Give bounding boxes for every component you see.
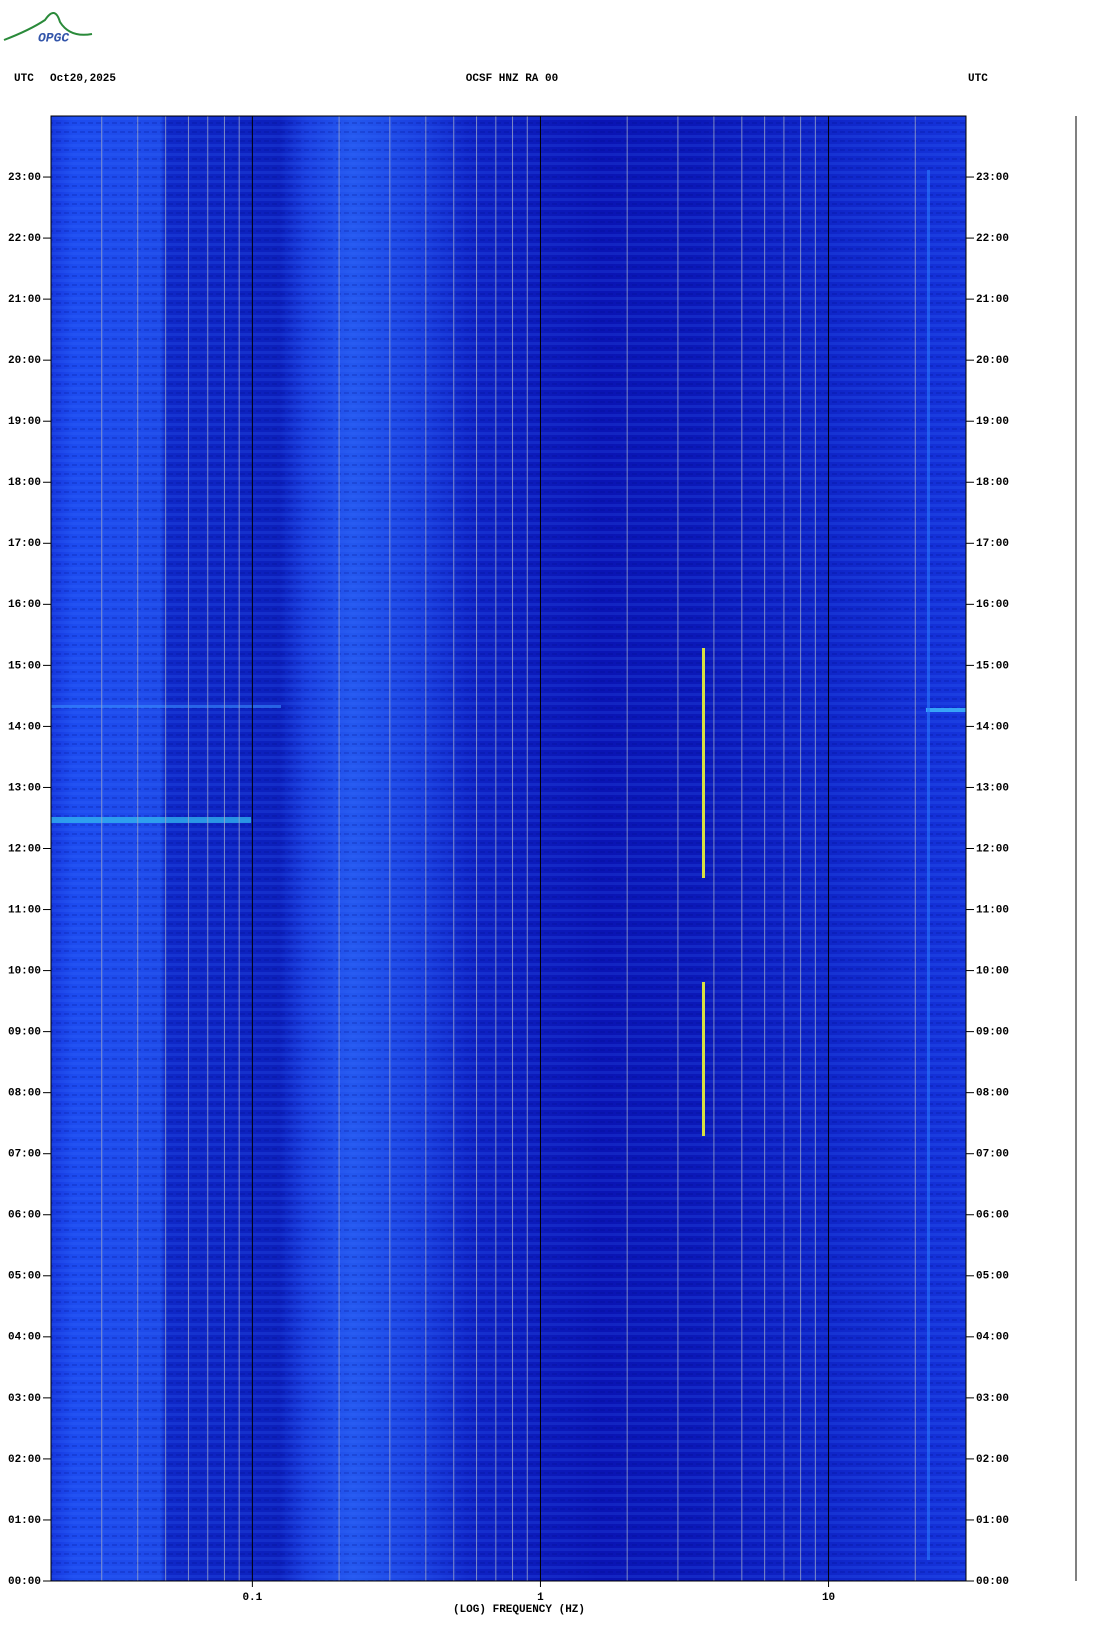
y-tick-label: 01:00 xyxy=(8,1515,41,1527)
spectral-feature xyxy=(926,708,966,712)
y-tick-label: 00:00 xyxy=(8,1576,41,1588)
y-tick-label: 10:00 xyxy=(976,965,1009,977)
y-tick-label: 18:00 xyxy=(8,477,41,489)
y-tick-label: 10:00 xyxy=(8,965,41,977)
x-tick-label: 10 xyxy=(822,1592,835,1604)
plot-frame xyxy=(50,115,967,1582)
spectral-feature xyxy=(927,170,930,1560)
y-tick-label: 04:00 xyxy=(8,1332,41,1344)
y-tick-label: 06:00 xyxy=(8,1210,41,1222)
y-tick-label: 13:00 xyxy=(976,782,1009,794)
y-tick-label: 21:00 xyxy=(976,294,1009,306)
y-tick-label: 11:00 xyxy=(8,904,41,916)
y-tick-label: 00:00 xyxy=(976,1576,1009,1588)
y-tick-label: 22:00 xyxy=(8,233,41,245)
y-tick-label: 14:00 xyxy=(8,721,41,733)
y-tick-label: 03:00 xyxy=(976,1393,1009,1405)
y-tick-label: 17:00 xyxy=(8,538,41,550)
spectral-feature xyxy=(702,648,705,878)
y-tick-label: 21:00 xyxy=(8,294,41,306)
right-label: UTC xyxy=(968,73,988,85)
x-tick-label: 0.1 xyxy=(242,1592,262,1604)
y-tick-label: 07:00 xyxy=(976,1149,1009,1161)
y-tick-label: 05:00 xyxy=(976,1271,1009,1283)
y-tick-label: 02:00 xyxy=(8,1454,41,1466)
y-tick-label: 15:00 xyxy=(976,660,1009,672)
y-tick-label: 04:00 xyxy=(976,1332,1009,1344)
y-tick-label: 19:00 xyxy=(976,416,1009,428)
y-tick-label: 16:00 xyxy=(976,599,1009,611)
y-tick-label: 08:00 xyxy=(976,1088,1009,1100)
y-tick-label: 09:00 xyxy=(976,1027,1009,1039)
logo: OPGC xyxy=(3,12,93,45)
y-tick-label: 23:00 xyxy=(976,172,1009,184)
y-tick-label: 19:00 xyxy=(8,416,41,428)
y-tick-label: 12:00 xyxy=(976,843,1009,855)
y-tick-label: 07:00 xyxy=(8,1149,41,1161)
plot-area xyxy=(51,116,966,1581)
y-tick-label: 23:00 xyxy=(8,172,41,184)
y-tick-label: 17:00 xyxy=(976,538,1009,550)
y-tick-label: 13:00 xyxy=(8,782,41,794)
y-tick-label: 20:00 xyxy=(976,355,1009,367)
y-tick-label: 18:00 xyxy=(976,477,1009,489)
spectral-feature xyxy=(702,982,705,1136)
y-tick-label: 02:00 xyxy=(976,1454,1009,1466)
spectral-feature xyxy=(51,817,251,823)
date: Oct20,2025 xyxy=(50,73,116,85)
y-tick-label: 05:00 xyxy=(8,1271,41,1283)
y-tick-label: 22:00 xyxy=(976,233,1009,245)
logo-text: OPGC xyxy=(38,30,69,45)
spectrogram-texture xyxy=(51,116,966,1581)
y-tick-label: 03:00 xyxy=(8,1393,41,1405)
x-tick-label: 1 xyxy=(537,1592,544,1604)
y-tick-label: 01:00 xyxy=(976,1515,1009,1527)
y-tick-label: 11:00 xyxy=(976,904,1009,916)
y-tick-label: 16:00 xyxy=(8,599,41,611)
y-tick-label: 12:00 xyxy=(8,843,41,855)
chart-title: OCSF HNZ RA 00 xyxy=(466,73,558,85)
y-tick-label: 15:00 xyxy=(8,660,41,672)
y-tick-label: 20:00 xyxy=(8,355,41,367)
left-label: UTC xyxy=(14,73,34,85)
y-tick-label: 09:00 xyxy=(8,1027,41,1039)
y-tick-label: 08:00 xyxy=(8,1088,41,1100)
x-axis-label: (LOG) FREQUENCY (HZ) xyxy=(453,1604,585,1616)
y-tick-label: 06:00 xyxy=(976,1210,1009,1222)
y-tick-label: 14:00 xyxy=(976,721,1009,733)
